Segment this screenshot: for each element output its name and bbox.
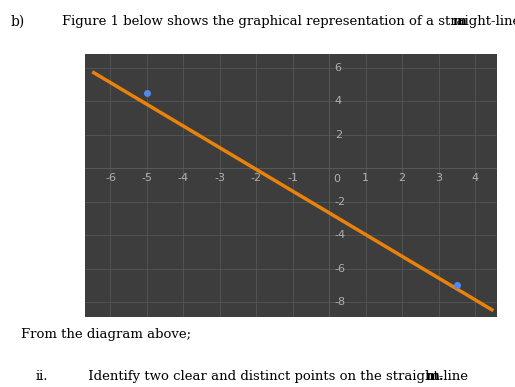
Text: 2: 2 <box>335 130 342 140</box>
Text: -2: -2 <box>251 173 262 183</box>
Text: -8: -8 <box>335 297 346 307</box>
Text: 2: 2 <box>399 173 406 183</box>
Text: ii.: ii. <box>36 370 48 383</box>
Text: 4: 4 <box>472 173 478 183</box>
Text: -6: -6 <box>335 264 346 274</box>
Text: b): b) <box>10 15 25 29</box>
Text: From the diagram above;: From the diagram above; <box>21 328 191 341</box>
Text: -2: -2 <box>335 197 346 207</box>
Text: Identify two clear and distinct points on the straight-line: Identify two clear and distinct points o… <box>67 370 472 383</box>
Text: 0: 0 <box>333 174 340 184</box>
Text: -5: -5 <box>142 173 152 183</box>
Text: 6: 6 <box>335 63 342 73</box>
Text: m: m <box>452 15 466 28</box>
Text: 1: 1 <box>362 173 369 183</box>
Text: 4: 4 <box>335 96 342 106</box>
Text: -3: -3 <box>214 173 226 183</box>
Text: 3: 3 <box>435 173 442 183</box>
Text: m.: m. <box>425 370 444 383</box>
Text: -4: -4 <box>178 173 189 183</box>
Text: -1: -1 <box>287 173 298 183</box>
Text: -4: -4 <box>335 230 346 240</box>
Text: Figure 1 below shows the graphical representation of a straight-line: Figure 1 below shows the graphical repre… <box>62 15 515 28</box>
Text: -6: -6 <box>105 173 116 183</box>
